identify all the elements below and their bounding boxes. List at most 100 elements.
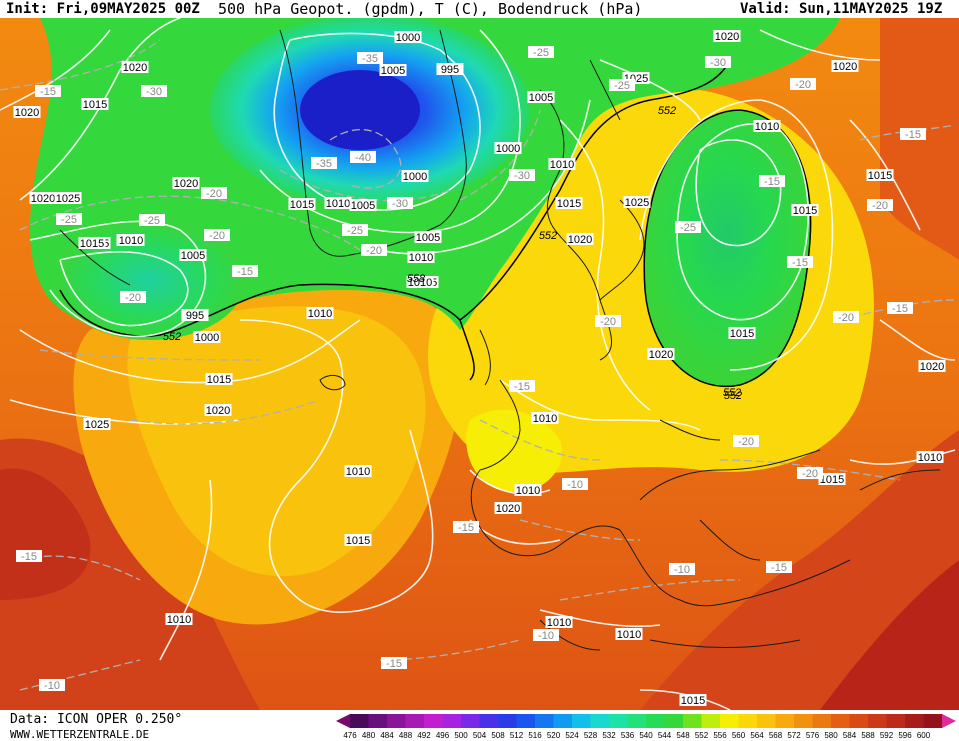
legend-tick-label: 520 (546, 731, 561, 740)
temperature-label-bg (56, 213, 82, 225)
temperature-label: -30 (146, 86, 162, 98)
geopotential-label: 552 (163, 331, 181, 343)
pressure-label: 1010 (326, 198, 350, 210)
temperature-label-bg (232, 265, 258, 277)
pressure-label: 1015 (557, 198, 581, 210)
legend-swatch (905, 714, 924, 728)
temperature-label-bg (311, 157, 337, 169)
pressure-label: 1025 (625, 197, 649, 209)
pressure-label-bg (288, 198, 316, 210)
pressure-label: 1020 (833, 61, 857, 73)
temperature-label: -15 (386, 658, 402, 670)
pressure-label: 1000 (403, 171, 427, 183)
legend-swatch (627, 714, 647, 728)
pressure-label-bg (615, 628, 643, 640)
legend-swatch (738, 714, 758, 728)
pressure-label-bg (713, 30, 741, 42)
pressure-label-bg (566, 233, 594, 245)
temperature-label-bg (350, 151, 376, 163)
valid-time: Valid: Sun,11MAY2025 19Z (740, 1, 943, 17)
pressure-label-bg (545, 616, 573, 628)
temperature-label-bg (528, 46, 554, 58)
pressure-label: 1015 (820, 474, 844, 486)
legend-tick-label: 568 (768, 731, 783, 740)
legend-swatch (701, 714, 721, 728)
temperature-label: -20 (206, 188, 222, 200)
temperature-label-bg (797, 467, 823, 479)
temperature-label-bg (669, 563, 695, 575)
website-link[interactable]: WWW.WETTERZENTRALE.DE (10, 728, 150, 741)
legend-swatch (368, 714, 388, 728)
temperature-label: -20 (600, 316, 616, 328)
temperature-label-bg (833, 311, 859, 323)
temperature-label-bg (705, 56, 731, 68)
pressure-label-bg (831, 60, 859, 72)
legend-swatch (535, 714, 554, 728)
cold-core-center (300, 70, 420, 150)
legend-swatch (516, 714, 536, 728)
contour-552-east (643, 109, 812, 388)
pressure-label-bg (344, 534, 372, 546)
pressure-label-bg (918, 360, 946, 372)
pressure-label-bg (818, 473, 846, 485)
legend-swatch (757, 714, 776, 728)
pressure-label: 1005 (416, 232, 440, 244)
temperature-label: -20 (738, 436, 754, 448)
pressure-label: 1010 (516, 485, 540, 497)
legend-swatch (350, 714, 369, 728)
temperature-label: -35 (362, 53, 378, 65)
temperature-label-bg (790, 78, 816, 90)
temperature-label: -20 (795, 79, 811, 91)
geopotential-label: 552 (539, 230, 557, 242)
temperature-label: -25 (533, 47, 549, 59)
pressure-label: 995 (441, 64, 459, 76)
pressure-label: 1020 (15, 107, 39, 119)
legend-tick-label: 500 (454, 731, 468, 740)
legend-tick-label: 476 (343, 731, 357, 740)
temperature-label: -25 (347, 225, 363, 237)
legend-swatch (683, 714, 702, 728)
pressure-label-bg (916, 451, 944, 463)
pressure-label: 1010 (308, 308, 332, 320)
pressure-label-bg (623, 196, 651, 208)
legend-tick-label: 580 (824, 731, 838, 740)
pressure-label: 1015 (290, 199, 314, 211)
pressure-label-bg (394, 31, 422, 43)
pressure-label: 1010 (167, 614, 191, 626)
temperature-label-bg (675, 221, 701, 233)
pressure-label-bg (13, 106, 41, 118)
temperature-label-bg (139, 214, 165, 226)
temperature-label: -20 (838, 312, 854, 324)
temperature-label: -15 (514, 381, 530, 393)
pressure-label: 1015 (346, 535, 370, 547)
pressure-label: 1005 (529, 92, 553, 104)
pressure-label: 1020 (568, 234, 592, 246)
temperature-label-bg (141, 85, 167, 97)
legend-tick-label: 496 (435, 731, 450, 740)
temperature-label-bg (361, 244, 387, 256)
contour-552-north (459, 59, 731, 321)
temperature-label: -15 (764, 176, 780, 188)
pressure-label: 1010 (547, 617, 571, 629)
pressure-label: 1020 (123, 62, 147, 74)
legend-tick-label: 592 (879, 731, 894, 740)
temperature-label-bg (595, 315, 621, 327)
temperature-label: -30 (392, 198, 408, 210)
pressure-label: 1010 (409, 252, 433, 264)
legend-tick-label: 572 (787, 731, 801, 740)
legend-tick-label: 524 (565, 731, 579, 740)
legend-swatch (609, 714, 628, 728)
pressure-label: 1015 (207, 374, 231, 386)
legend-swatch (590, 714, 610, 728)
pressure-label-bg (555, 197, 583, 209)
temperature-label: -20 (209, 230, 225, 242)
legend-swatch (572, 714, 591, 728)
legend-tick-label: 512 (509, 731, 524, 740)
temperature-label-bg (120, 291, 146, 303)
temperature-label-bg (887, 302, 913, 314)
temperature-label: -15 (892, 303, 908, 315)
pressure-label: 1015 (80, 238, 104, 250)
pressure-label: 1010 (408, 277, 432, 289)
temperature-label: -20 (366, 245, 382, 257)
pressure-label: 1000 (496, 143, 520, 155)
